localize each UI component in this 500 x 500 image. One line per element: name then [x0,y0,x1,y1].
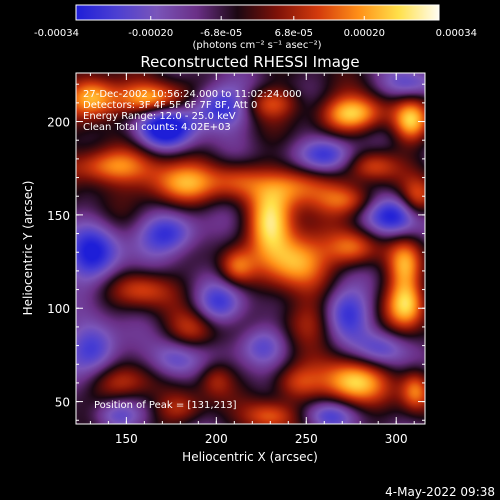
y-tick-label: 100 [47,302,70,316]
y-tick-label: 50 [55,396,70,410]
colorbar-unit-label: (photons cm⁻² s⁻¹ asec⁻²) [192,40,321,51]
annotation-energy-range: Energy Range: 12.0 - 25.0 keV [83,111,236,122]
colorbar-tick-label: 0.00020 [344,28,385,39]
x-axis: 150 200 250 300 [89,73,415,446]
colorbar-tick-label: 0.00034 [436,28,477,39]
colorbar-tick-label: -6.8e-05 [200,28,242,39]
colorbar-tick-label: -0.00020 [128,28,173,39]
annotation-clean-counts: Clean Total counts: 4.02E+03 [83,122,231,133]
colorbar-tick-label: -0.00034 [34,28,79,39]
footer-timestamp: 4-May-2022 09:38 [385,485,495,499]
colorbar-tick-label: 6.8e-05 [275,28,313,39]
y-tick-label: 150 [47,209,70,223]
colorbar-ticks: -0.00034 -0.00020 -6.8e-05 6.8e-05 0.00020 0.… [34,16,477,39]
heatmap-image [76,73,425,424]
annotation-block: 27-Dec-2002 10:56:24.000 to 11:02:24.000… [83,89,302,411]
plot-frame [75,72,426,425]
y-axis: 50 100 150 200 [47,83,425,421]
x-tick-label: 250 [295,432,318,446]
annotation-time-range: 27-Dec-2002 10:56:24.000 to 11:02:24.000 [83,89,302,100]
peak-position-label: Position of Peak = [131,213] [94,400,237,411]
y-tick-label: 200 [47,116,70,130]
x-tick-label: 200 [205,432,228,446]
x-axis-label: Heliocentric X (arcsec) [182,450,318,464]
chart-title: Reconstructed RHESSI Image [140,53,359,71]
heatmap-container [76,73,425,424]
colorbar [75,4,440,21]
x-tick-label: 300 [385,432,408,446]
y-axis-label: Heliocentric Y (arcsec) [21,181,35,316]
annotation-detectors: Detectors: 3F 4F 5F 6F 7F 8F, Att 0 [83,100,257,111]
x-tick-label: 150 [115,432,138,446]
